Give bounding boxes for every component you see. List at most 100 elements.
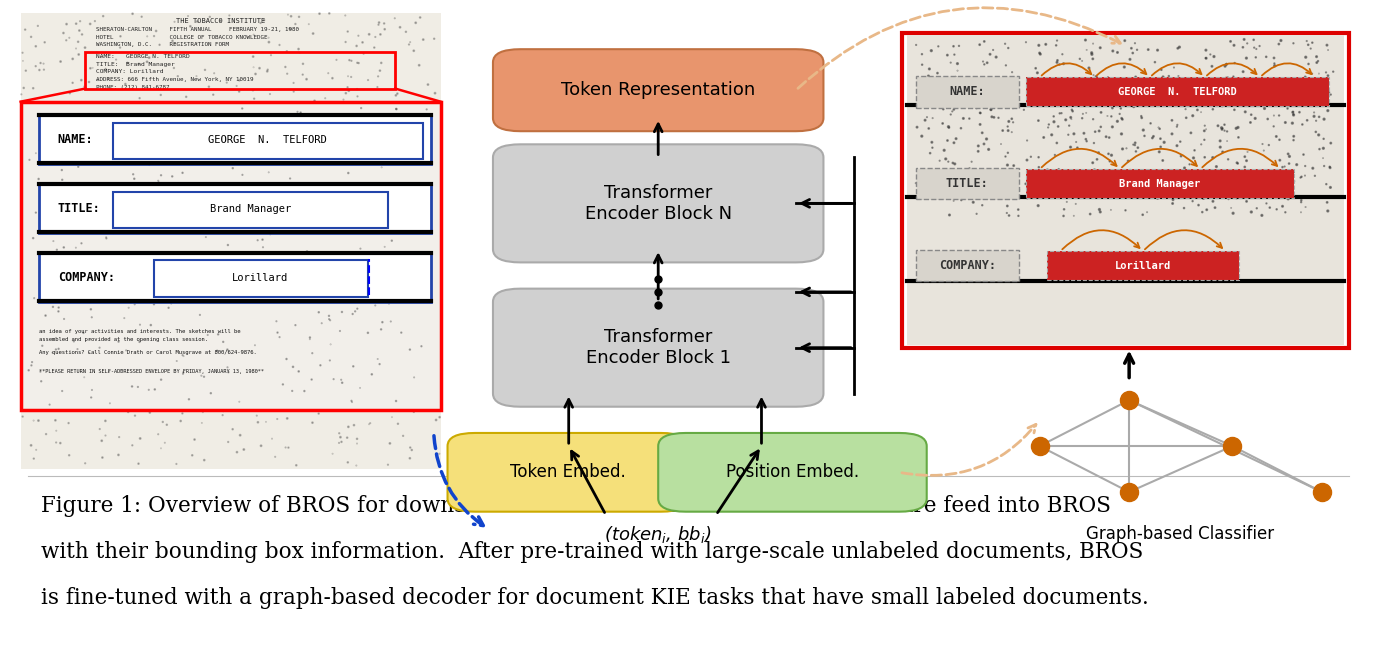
Point xyxy=(372,297,394,308)
Point xyxy=(976,58,998,68)
Point xyxy=(990,139,1012,150)
Point xyxy=(259,203,281,213)
Point xyxy=(1319,89,1341,100)
Point xyxy=(1314,114,1336,125)
Point xyxy=(110,365,132,375)
Point xyxy=(256,64,278,75)
Point xyxy=(1268,110,1290,121)
Point xyxy=(167,389,189,400)
Point xyxy=(317,282,339,293)
Point xyxy=(277,9,299,20)
Point xyxy=(1044,150,1066,160)
Point xyxy=(1132,125,1154,135)
Point xyxy=(353,136,375,147)
Point xyxy=(34,398,56,408)
Point xyxy=(145,262,167,272)
Point xyxy=(1062,106,1084,117)
Point xyxy=(109,432,131,442)
Point xyxy=(45,181,67,192)
Point xyxy=(288,44,310,54)
Point xyxy=(430,357,452,367)
Point xyxy=(282,361,304,372)
Point xyxy=(1047,121,1069,132)
Point xyxy=(80,304,102,314)
Point xyxy=(1161,115,1183,125)
Point xyxy=(1203,51,1226,62)
Point xyxy=(194,294,216,304)
Point xyxy=(151,115,174,125)
Point xyxy=(318,146,340,156)
Point xyxy=(366,245,388,255)
Point xyxy=(1082,77,1104,87)
Point xyxy=(917,71,939,81)
Point xyxy=(10,380,32,391)
Point xyxy=(938,156,960,167)
Point xyxy=(322,374,344,384)
Point xyxy=(136,204,158,215)
Point xyxy=(368,128,390,138)
Point xyxy=(1301,163,1323,173)
Point xyxy=(140,388,162,398)
Point xyxy=(1231,91,1253,102)
Point xyxy=(150,443,172,453)
Point xyxy=(207,346,229,356)
Point xyxy=(83,180,105,190)
Point xyxy=(332,94,354,105)
Point xyxy=(44,415,66,426)
Point xyxy=(388,122,410,133)
Point xyxy=(1294,52,1316,62)
Point xyxy=(1122,101,1144,112)
Point xyxy=(1001,113,1023,124)
Point xyxy=(1131,113,1153,123)
Point xyxy=(328,428,350,438)
Point xyxy=(325,213,347,224)
Point xyxy=(260,50,282,60)
Point xyxy=(319,355,341,365)
Point xyxy=(257,136,280,147)
Point xyxy=(330,307,353,318)
Point xyxy=(266,316,288,327)
Point xyxy=(43,293,65,304)
Point xyxy=(113,298,135,309)
Point xyxy=(106,401,128,411)
Point xyxy=(1122,139,1144,150)
Point xyxy=(90,52,112,62)
Point xyxy=(916,112,938,123)
Point xyxy=(1290,207,1312,218)
Point xyxy=(270,102,292,112)
Point xyxy=(238,202,260,213)
Point xyxy=(427,401,449,412)
Point xyxy=(317,366,339,377)
Point xyxy=(156,420,178,430)
Point xyxy=(1088,148,1110,158)
Point xyxy=(198,186,220,196)
Point xyxy=(395,102,417,113)
Point xyxy=(924,169,946,180)
Point xyxy=(161,335,183,345)
Point xyxy=(289,108,311,118)
Point xyxy=(1099,75,1121,86)
Point xyxy=(245,69,267,79)
Point xyxy=(1001,189,1023,199)
Point xyxy=(80,249,102,259)
Point xyxy=(67,300,90,311)
Point xyxy=(28,356,50,366)
Point xyxy=(938,121,960,132)
Point xyxy=(364,180,386,191)
Point xyxy=(12,83,34,93)
Point xyxy=(285,460,307,470)
Point xyxy=(259,229,281,239)
Point xyxy=(1007,172,1029,182)
Point xyxy=(969,119,991,130)
Point xyxy=(99,117,121,128)
Point xyxy=(1217,72,1239,82)
Point xyxy=(196,232,218,242)
Point xyxy=(1234,162,1256,173)
Point xyxy=(223,125,245,135)
Point xyxy=(410,371,432,382)
Point xyxy=(262,434,284,444)
Point xyxy=(340,72,362,82)
Point xyxy=(1194,125,1216,136)
Point xyxy=(91,452,113,462)
Point xyxy=(399,37,421,47)
